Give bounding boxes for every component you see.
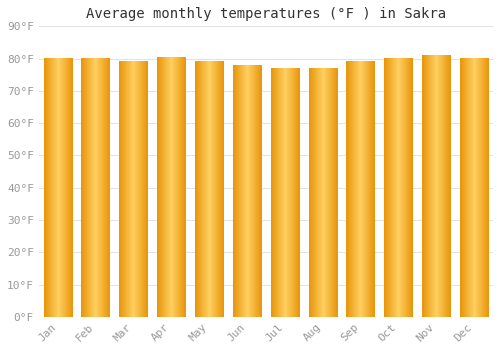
Title: Average monthly temperatures (°F ) in Sakra: Average monthly temperatures (°F ) in Sa… [86, 7, 446, 21]
